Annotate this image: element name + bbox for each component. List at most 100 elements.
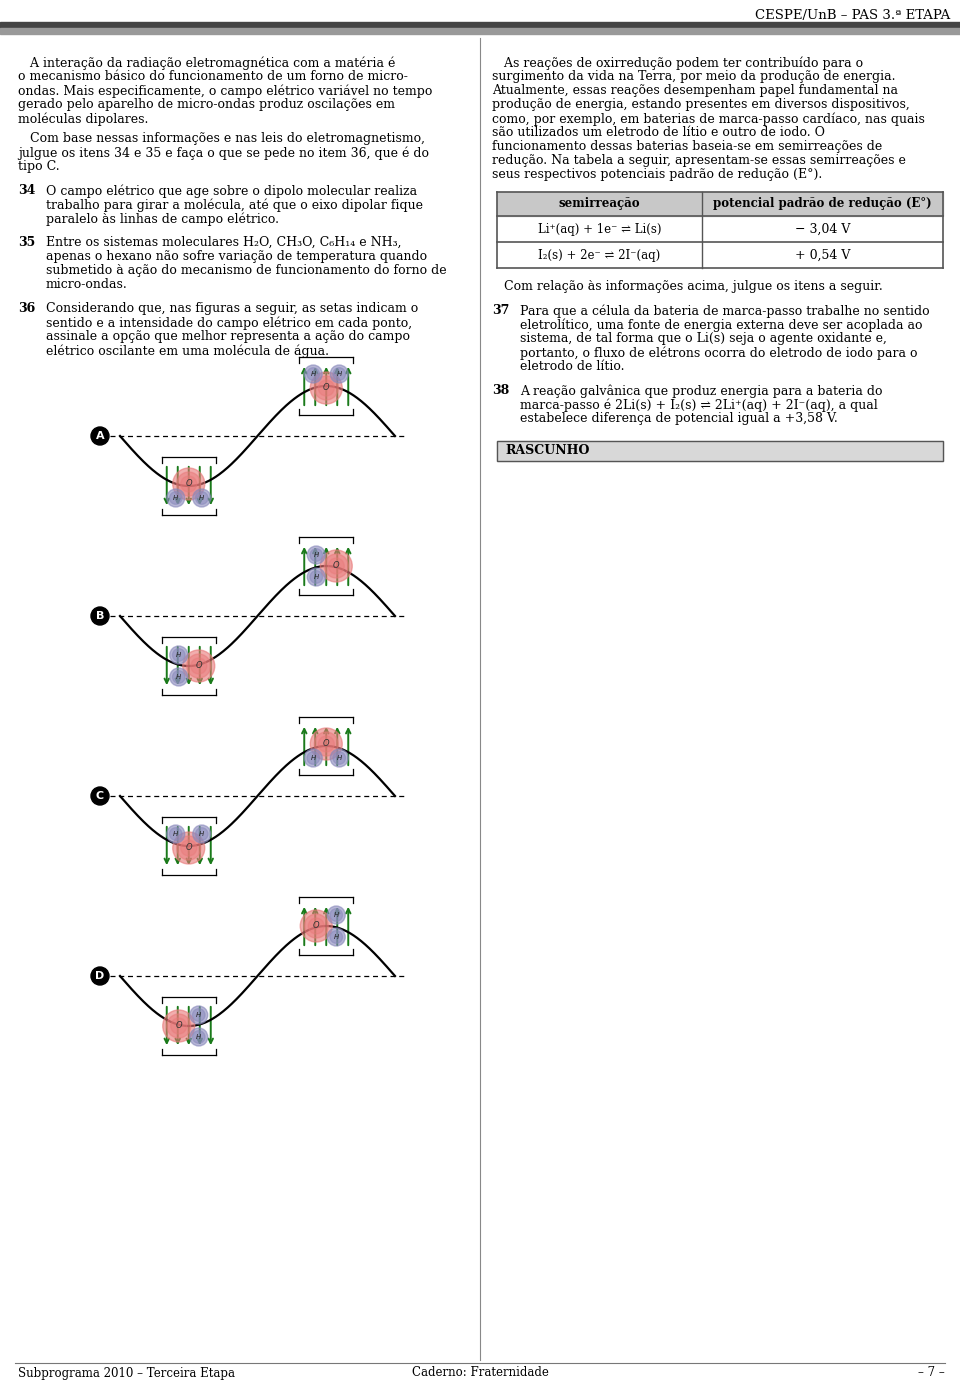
Text: H: H [176, 674, 181, 681]
Circle shape [307, 546, 325, 564]
Text: sistema, de tal forma que o Li(s) seja o agente oxidante e,: sistema, de tal forma que o Li(s) seja o… [520, 333, 887, 345]
Text: A interação da radiação eletromagnética com a matéria é: A interação da radiação eletromagnética … [18, 56, 396, 70]
Text: potencial padrão de redução (E°): potencial padrão de redução (E°) [713, 198, 932, 210]
Text: Entre os sistemas moleculares H₂O, CH₃O, C₆H₁₄ e NH₃,: Entre os sistemas moleculares H₂O, CH₃O,… [46, 237, 401, 249]
Text: H: H [173, 831, 179, 837]
Text: surgimento da vida na Terra, por meio da produção de energia.: surgimento da vida na Terra, por meio da… [492, 70, 896, 84]
Text: H: H [196, 1034, 202, 1040]
Text: submetido à ação do mecanismo de funcionamento do forno de: submetido à ação do mecanismo de funcion… [46, 264, 446, 277]
Circle shape [333, 752, 346, 764]
Text: O: O [323, 384, 329, 393]
Text: H: H [199, 496, 204, 501]
Circle shape [171, 1018, 187, 1034]
Text: como, por exemplo, em baterias de marca-passo cardíaco, nas quais: como, por exemplo, em baterias de marca-… [492, 111, 924, 125]
Text: RASCUNHO: RASCUNHO [505, 444, 589, 458]
Bar [0, 28, 960, 33]
Circle shape [163, 1011, 195, 1043]
Text: H: H [176, 651, 181, 658]
Text: moléculas dipolares.: moléculas dipolares. [18, 111, 149, 125]
Text: A reação galvânica que produz energia para a bateria do: A reação galvânica que produz energia pa… [520, 384, 882, 398]
Circle shape [307, 752, 320, 764]
Text: 38: 38 [492, 384, 509, 397]
Circle shape [310, 571, 323, 583]
Circle shape [308, 917, 324, 934]
Bar [497, 192, 943, 216]
Text: elétrico oscilante em uma molécula de água.: elétrico oscilante em uma molécula de ág… [46, 344, 329, 358]
Text: H: H [173, 496, 179, 501]
Text: Atualmente, essas reações desempenham papel fundamental na: Atualmente, essas reações desempenham pa… [492, 84, 898, 97]
Text: redução. Na tabela a seguir, apresentam-se essas semirreações e: redução. Na tabela a seguir, apresentam-… [492, 155, 906, 167]
Bar [497, 441, 943, 461]
Text: + 0,54 V: + 0,54 V [795, 249, 851, 262]
Text: eletrolítico, uma fonte de energia externa deve ser acoplada ao: eletrolítico, uma fonte de energia exter… [520, 317, 923, 331]
Circle shape [91, 607, 109, 625]
Circle shape [180, 476, 197, 491]
Text: O campo elétrico que age sobre o dipolo molecular realiza: O campo elétrico que age sobre o dipolo … [46, 184, 418, 198]
Text: Caderno: Fraternidade: Caderno: Fraternidade [412, 1367, 548, 1379]
Circle shape [91, 786, 109, 805]
Circle shape [173, 649, 185, 661]
Circle shape [304, 365, 323, 383]
Text: produção de energia, estando presentes em diversos dispositivos,: produção de energia, estando presentes e… [492, 97, 910, 111]
Circle shape [330, 909, 343, 922]
Text: H: H [311, 372, 316, 377]
Text: Li⁺(aq) + 1e⁻ ⇌ Li(s): Li⁺(aq) + 1e⁻ ⇌ Li(s) [538, 223, 661, 235]
Text: Subprograma 2010 – Terceira Etapa: Subprograma 2010 – Terceira Etapa [18, 1367, 235, 1379]
Text: paralelo às linhas de campo elétrico.: paralelo às linhas de campo elétrico. [46, 212, 279, 226]
Text: H: H [314, 553, 319, 558]
Text: B: B [96, 611, 105, 621]
Circle shape [177, 837, 201, 860]
Circle shape [190, 1006, 207, 1025]
Text: A: A [96, 432, 105, 441]
Circle shape [177, 472, 201, 496]
Text: 37: 37 [492, 303, 510, 317]
Circle shape [167, 1013, 191, 1038]
Text: portanto, o fluxo de elétrons ocorra do eletrodo de iodo para o: portanto, o fluxo de elétrons ocorra do … [520, 347, 918, 359]
Circle shape [328, 558, 345, 574]
Circle shape [324, 554, 348, 578]
Text: apenas o hexano não sofre variação de temperatura quando: apenas o hexano não sofre variação de te… [46, 251, 427, 263]
Circle shape [330, 749, 348, 767]
Text: semirreação: semirreação [559, 198, 640, 210]
Text: O: O [333, 561, 340, 571]
Text: estabelece diferença de potencial igual a +3,58 V.: estabelece diferença de potencial igual … [520, 412, 838, 425]
Text: Com base nessas informações e nas leis do eletromagnetismo,: Com base nessas informações e nas leis d… [18, 132, 425, 145]
Circle shape [180, 839, 197, 856]
Text: 35: 35 [18, 237, 36, 249]
Circle shape [91, 967, 109, 986]
Text: H: H [337, 372, 342, 377]
Circle shape [327, 906, 346, 924]
Text: marca-passo é 2Li(s) + I₂(s) ⇌ 2Li⁺(aq) + 2I⁻(aq), a qual: marca-passo é 2Li(s) + I₂(s) ⇌ 2Li⁺(aq) … [520, 398, 877, 412]
Text: 36: 36 [18, 302, 36, 315]
Text: H: H [199, 831, 204, 837]
Circle shape [333, 367, 346, 380]
Text: H: H [334, 912, 339, 917]
Text: I₂(s) + 2e⁻ ⇌ 2I⁻(aq): I₂(s) + 2e⁻ ⇌ 2I⁻(aq) [539, 249, 660, 262]
Circle shape [173, 468, 204, 500]
Text: gerado pelo aparelho de micro-ondas produz oscilações em: gerado pelo aparelho de micro-ondas prod… [18, 97, 395, 111]
Circle shape [300, 910, 332, 942]
Circle shape [196, 491, 208, 504]
Text: D: D [95, 972, 105, 981]
Text: – 7 –: – 7 – [919, 1367, 945, 1379]
Circle shape [193, 489, 211, 507]
Circle shape [192, 1030, 205, 1043]
Text: O: O [196, 661, 202, 671]
Circle shape [190, 1029, 207, 1045]
Text: H: H [196, 1012, 202, 1018]
Text: As reações de oxirredução podem ter contribuído para o: As reações de oxirredução podem ter cont… [492, 56, 863, 70]
Text: CESPE/UnB – PAS 3.ª ETAPA: CESPE/UnB – PAS 3.ª ETAPA [755, 10, 950, 22]
Text: O: O [176, 1022, 182, 1030]
Circle shape [173, 671, 185, 683]
Circle shape [327, 928, 346, 947]
Text: micro-ondas.: micro-ondas. [46, 278, 128, 291]
Text: H: H [311, 754, 316, 761]
Circle shape [170, 668, 188, 686]
Circle shape [321, 550, 352, 582]
Circle shape [170, 828, 182, 841]
Text: trabalho para girar a molécula, até que o eixo dipolar fique: trabalho para girar a molécula, até que … [46, 198, 423, 212]
Text: Considerando que, nas figuras a seguir, as setas indicam o: Considerando que, nas figuras a seguir, … [46, 302, 419, 315]
Text: são utilizados um eletrodo de lítio e outro de iodo. O: são utilizados um eletrodo de lítio e ou… [492, 127, 825, 139]
Text: o mecanismo básico do funcionamento de um forno de micro-: o mecanismo básico do funcionamento de u… [18, 70, 408, 84]
Text: Para que a célula da bateria de marca-passo trabalhe no sentido: Para que a célula da bateria de marca-pa… [520, 303, 929, 317]
